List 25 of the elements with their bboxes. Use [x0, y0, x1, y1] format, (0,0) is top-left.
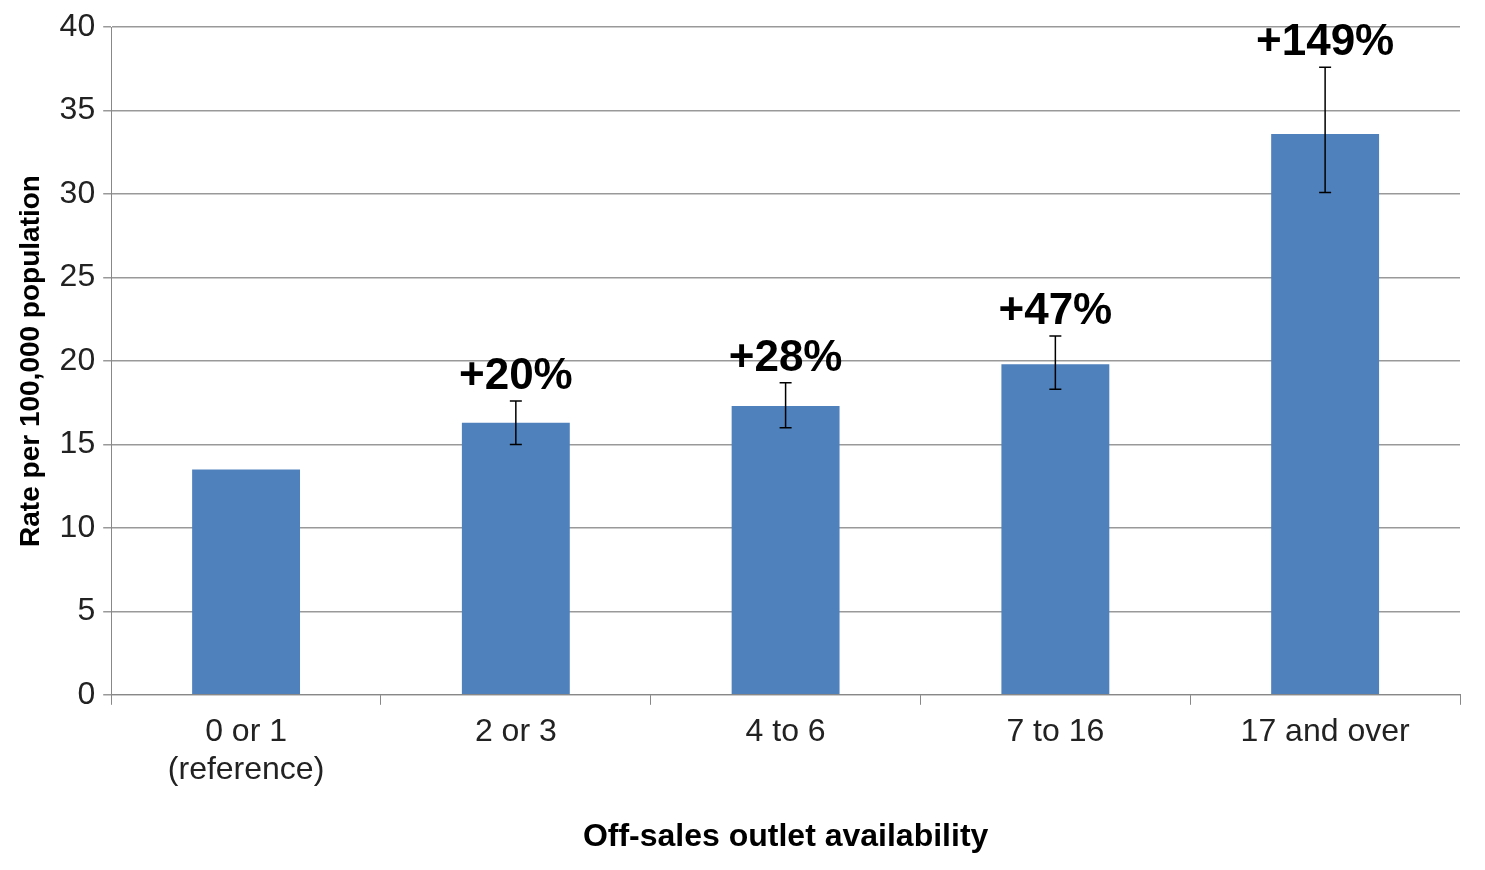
x-axis-title: Off-sales outlet availability: [582, 816, 989, 853]
bar: [192, 469, 301, 695]
annotation: +28%: [728, 330, 843, 380]
y-tick-label: 35: [59, 90, 96, 127]
y-axis-title: Rate per 100,000 population: [13, 175, 45, 547]
y-tick-label: 30: [59, 173, 96, 210]
y-tick-label: 40: [59, 7, 96, 44]
bar: [1001, 364, 1110, 695]
annotation: +20%: [458, 349, 573, 399]
y-tick-label: 20: [59, 340, 96, 377]
bar: [1271, 134, 1380, 695]
annotation: +47%: [998, 284, 1113, 334]
annotation: +149%: [1256, 15, 1395, 65]
x-tick-label: 4 to 6: [745, 711, 826, 748]
y-tick-label: 15: [59, 424, 96, 461]
x-tick-label: 0 or 1 (reference): [167, 711, 325, 787]
x-tick-label: 2 or 3: [474, 711, 557, 748]
y-tick-label: 5: [77, 591, 96, 628]
x-tick-label: 7 to 16: [1006, 711, 1105, 748]
y-tick-label: 25: [59, 257, 96, 294]
bar: [461, 422, 570, 695]
y-tick-label: 10: [59, 507, 96, 544]
bar: [731, 406, 840, 695]
x-tick-label: 17 and over: [1240, 711, 1410, 748]
y-tick-label: 0: [77, 674, 96, 711]
